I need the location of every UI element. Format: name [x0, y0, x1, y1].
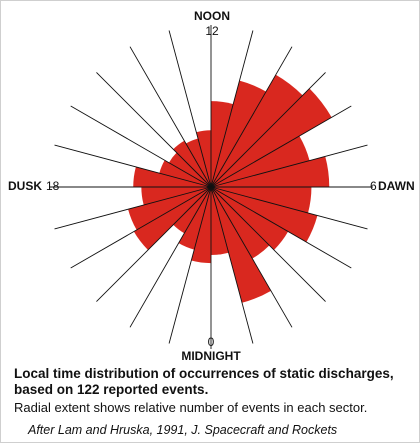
- caption-subtitle: Radial extent shows relative number of e…: [14, 400, 368, 415]
- label-hour-6: 6: [370, 179, 377, 193]
- sector-bar-7: [159, 160, 211, 187]
- sector-bar-1: [178, 187, 211, 250]
- spoke-14: [210, 46, 293, 188]
- sector-bar-3: [133, 187, 211, 250]
- caption-title: Local time distribution of occurrences o…: [14, 366, 394, 397]
- spoke-1: [168, 186, 212, 344]
- spoke-15: [210, 72, 326, 188]
- sector-bar-15: [211, 88, 332, 187]
- spoke-4: [70, 186, 212, 269]
- spoke-16: [210, 105, 352, 188]
- sector-bar-16: [211, 135, 310, 187]
- spoke-21: [210, 186, 326, 302]
- spoke-5: [54, 186, 212, 230]
- sector-bar-22: [211, 187, 271, 303]
- label-dusk: DUSK: [8, 179, 42, 193]
- sector-bar-13: [211, 80, 267, 187]
- spoke-2: [129, 186, 212, 328]
- spoke-7: [54, 144, 212, 188]
- sector-bar-19: [211, 187, 318, 243]
- spoke-11: [168, 30, 212, 188]
- label-noon: NOON: [194, 9, 230, 23]
- bars-group: [128, 74, 332, 303]
- sector-bar-14: [211, 74, 303, 187]
- label-midnight: MIDNIGHT: [181, 349, 241, 363]
- spoke-22: [210, 186, 293, 328]
- spoke-9: [96, 72, 212, 188]
- sector-bar-9: [173, 140, 211, 187]
- sector-bar-2: [173, 187, 211, 234]
- spoke-8: [70, 105, 212, 188]
- sector-bar-10: [185, 138, 211, 187]
- caption-source: After Lam and Hruska, 1991, J. Spacecraf…: [28, 423, 338, 437]
- spoke-19: [210, 186, 368, 230]
- sector-bar-4: [128, 187, 211, 230]
- spoke-23: [210, 186, 254, 344]
- spoke-3: [96, 186, 212, 302]
- sector-bar-20: [211, 187, 289, 250]
- label-hour-18: 18: [46, 179, 60, 193]
- label-hour-12: 12: [205, 24, 219, 38]
- label-dawn: DAWN: [378, 179, 415, 193]
- spoke-13: [210, 30, 254, 188]
- sector-bar-8: [168, 152, 211, 187]
- spokes-group: [49, 25, 373, 349]
- spoke-17: [210, 144, 368, 188]
- spoke-10: [129, 46, 212, 188]
- label-hour-0: 0: [208, 335, 215, 349]
- sector-bar-21: [211, 187, 270, 259]
- spoke-20: [210, 186, 352, 269]
